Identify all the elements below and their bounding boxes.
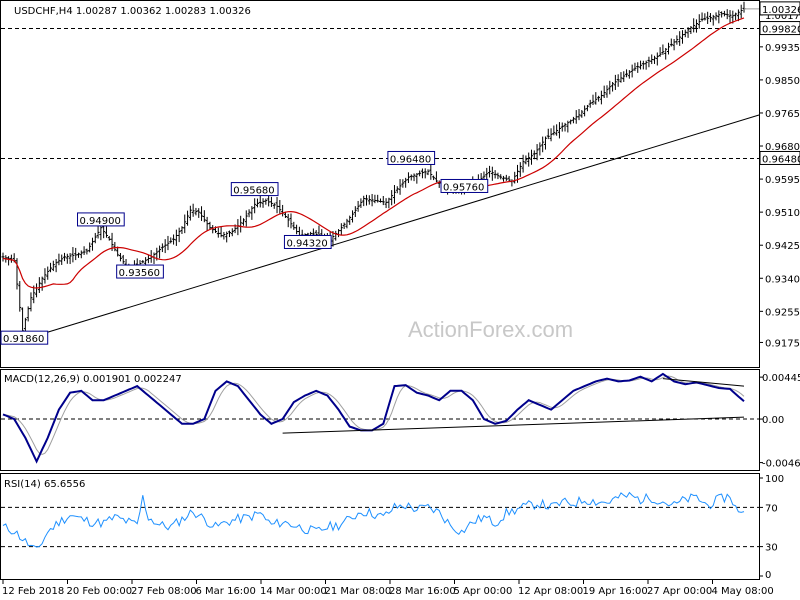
annotation-label-2: 0.93560 [119, 268, 160, 279]
price-annotation-4: 0.94320 [283, 234, 332, 249]
price-ytick-label-9: 0.9935 [765, 43, 800, 54]
xtick-label-3: 6 Mar 16:00 [196, 586, 256, 597]
annotation-box-2 [116, 264, 164, 279]
rsi-panel-frame [0, 473, 760, 580]
macd-title: MACD(12,26,9) 0.001901 0.002247 [4, 374, 182, 385]
annotation-label-6: 0.95760 [443, 182, 484, 193]
price-annotation-5: 0.96480 [387, 150, 436, 165]
price-annotation-3: 0.95680 [230, 182, 279, 197]
xtick-label-4: 14 Mar 00:00 [260, 586, 327, 597]
level-tag-1 [759, 150, 800, 165]
rsi-ytick-label-1: 70 [765, 503, 778, 514]
xtick-label-10: 27 Apr 00:00 [647, 586, 712, 597]
price-ytick-label-4: 0.9510 [765, 208, 800, 219]
xtick-label-6: 28 Mar 16:00 [389, 586, 456, 597]
price-bars [1, 1, 746, 338]
price-ytick-label-6: 0.9680 [765, 142, 800, 153]
price-ytick-label-2: 0.9340 [765, 274, 800, 285]
moving-average-line [2, 17, 745, 289]
price-trendline-0 [28, 114, 760, 339]
rsi-title: RSI(14) 65.6556 [4, 479, 85, 490]
macd-panel-frame [0, 369, 760, 471]
watermark: ActionForex.com [408, 317, 573, 342]
annotation-box-3 [230, 182, 279, 197]
annotation-label-1: 0.94900 [80, 216, 121, 227]
macd-layer [1, 372, 759, 464]
xtick-label-5: 21 Mar 08:00 [325, 586, 392, 597]
annotation-label-3: 0.95680 [233, 186, 274, 197]
annotation-box-6 [440, 178, 489, 193]
price-ytick-label-5: 0.9595 [765, 175, 800, 186]
macd-trendline-1 [662, 378, 745, 387]
annotation-label-0: 0.91860 [3, 334, 44, 345]
macd-trendline-0 [282, 416, 745, 434]
xtick-label-0: 12 Feb 2018 [2, 586, 64, 597]
price-ytick-label-0: 0.9175 [765, 338, 800, 349]
xtick-label-9: 19 Apr 16:00 [583, 586, 648, 597]
rsi-ytick-label-0: 100 [765, 474, 784, 485]
rsi-ytick-label-2: 30 [765, 543, 778, 554]
xtick-label-2: 27 Feb 08:00 [131, 586, 197, 597]
price-annotation-6: 0.95760 [440, 178, 489, 193]
price-panel-frame [0, 0, 760, 368]
xtick-label-11: 4 May 08:00 [712, 586, 774, 597]
rsi-ytick-label-3: 0 [765, 570, 771, 581]
annotation-box-0 [0, 330, 49, 345]
annotation-box-4 [283, 234, 332, 249]
rsi-line [2, 491, 745, 548]
annotation-label-5: 0.96480 [390, 154, 431, 165]
annotation-label-4: 0.94320 [286, 238, 327, 249]
xtick-label-7: 5 Apr 00:00 [454, 586, 513, 597]
level-tag-label-1: 0.96480 [762, 154, 800, 165]
current-price-label: 1.00326 [762, 5, 800, 16]
price-annotation-1: 0.94900 [77, 212, 125, 227]
rsi-layer [1, 491, 759, 548]
current-price-tag [759, 1, 800, 16]
annotation-box-5 [387, 150, 436, 165]
price-annotation-0: 0.91860 [0, 330, 49, 345]
price-layer: 0.91860 0.94900 0.93560 0.95680 0.94320 0.964… [0, 1, 760, 345]
price-ytick-label-7: 0.9765 [765, 109, 800, 120]
xtick-label-8: 12 Apr 08:00 [518, 586, 583, 597]
xtick-label-1: 20 Feb 00:00 [67, 586, 133, 597]
macd-main-line [2, 372, 745, 464]
level-tag-0 [759, 21, 800, 36]
price-ytick-label-3: 0.9425 [765, 241, 800, 252]
price-ytick-label-8: 0.9850 [765, 76, 800, 87]
level-tag-label-0: 0.99820 [762, 25, 800, 36]
chart-title: USDCHF,H4 1.00287 1.00362 1.00283 1.0032… [14, 6, 251, 17]
price-ytick-label-1: 0.9255 [765, 307, 800, 318]
price-annotation-2: 0.93560 [116, 264, 164, 279]
macd-signal-line [2, 375, 745, 455]
price-ytick-label-10: 1.0017 [765, 11, 800, 22]
macd-ytick-label-0: 0.004454 [762, 373, 800, 384]
annotation-box-1 [77, 212, 125, 227]
macd-ytick-label-1: 0.00 [762, 415, 784, 426]
macd-ytick-label-2: -0.004624 [762, 459, 800, 470]
